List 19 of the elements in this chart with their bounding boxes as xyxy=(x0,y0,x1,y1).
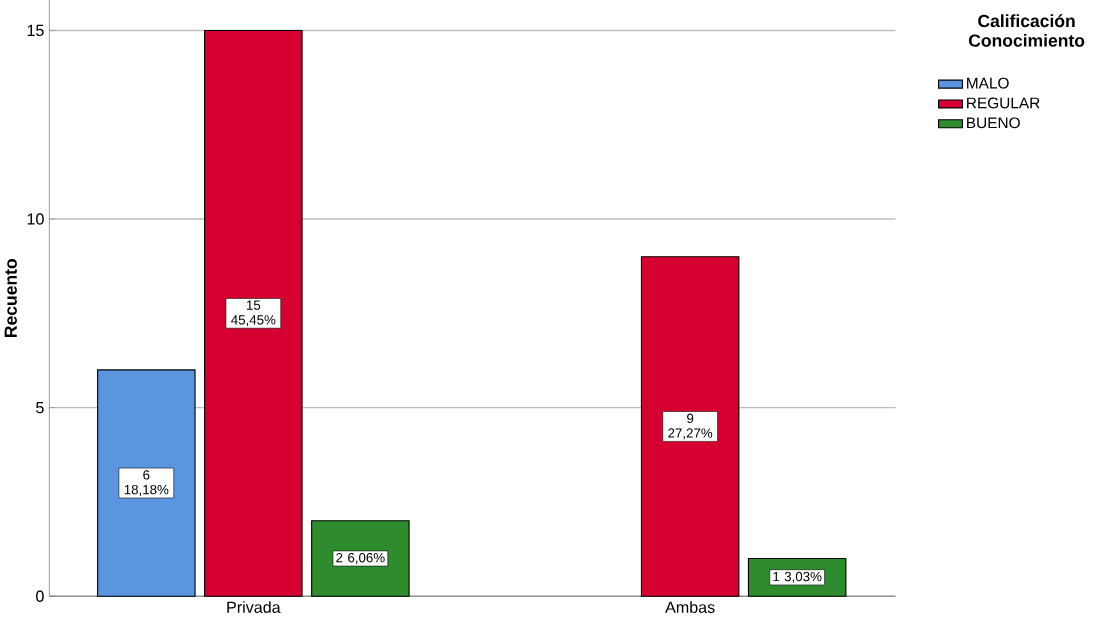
data-label: 2 6,06% xyxy=(336,553,385,565)
data-label: 6 18,18% xyxy=(124,470,169,497)
y-tick-label: 0 xyxy=(36,590,44,603)
bar xyxy=(97,369,196,597)
data-label: 9 27,27% xyxy=(668,413,713,440)
y-axis-title: Recuento xyxy=(4,259,17,338)
y-tick-label: 10 xyxy=(27,213,44,225)
x-tick-label: Ambas xyxy=(665,601,715,614)
legend-label: MALO xyxy=(967,77,1009,89)
x-tick-label: Privada xyxy=(227,601,281,614)
legend-label: BUENO xyxy=(967,117,1020,129)
y-tick-label: 15 xyxy=(27,25,44,37)
legend-label: REGULAR xyxy=(967,97,1040,109)
legend-title: Calificación Conocimiento xyxy=(968,14,1085,47)
data-label: 1 3,03% xyxy=(773,572,822,584)
data-label: 15 45,45% xyxy=(231,300,276,327)
y-tick-label: 5 xyxy=(36,402,44,414)
bar xyxy=(204,30,303,597)
bar xyxy=(640,256,740,597)
